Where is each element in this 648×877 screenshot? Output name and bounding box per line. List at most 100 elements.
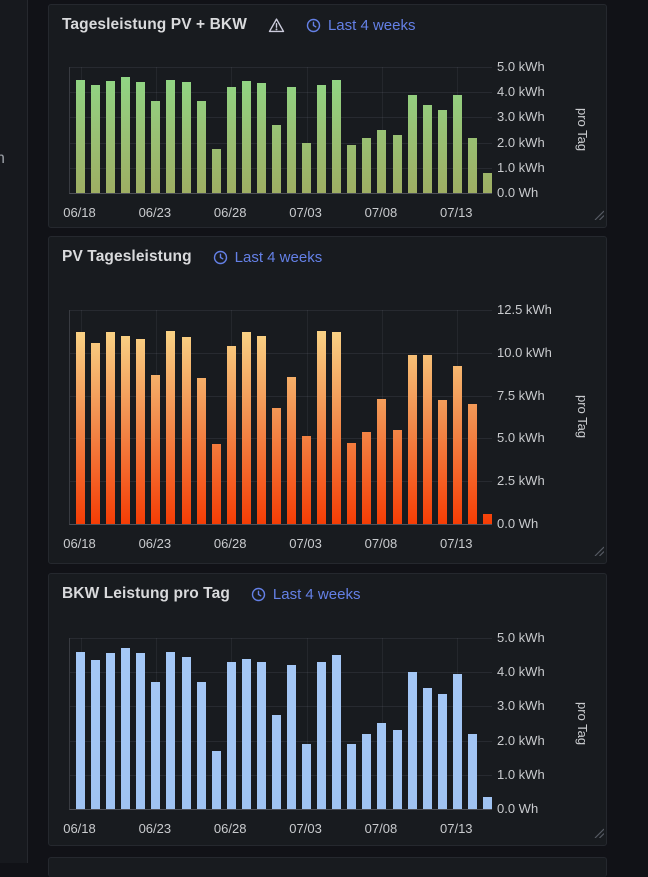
warning-icon[interactable] [268, 17, 285, 34]
next-panel-partial [48, 857, 607, 877]
bar [226, 87, 236, 193]
bar [287, 87, 296, 193]
bar [151, 375, 161, 524]
panel-title[interactable]: PV Tagesleistung [62, 248, 192, 265]
bar [407, 672, 417, 809]
bar [76, 80, 85, 193]
x-tick-label: 07/03 [289, 536, 322, 551]
x-tick-label: 06/28 [213, 821, 247, 836]
bar [467, 404, 477, 524]
bar [422, 688, 432, 809]
bar [91, 85, 101, 193]
bar [226, 662, 236, 809]
gridline [70, 774, 492, 776]
y-tick-label: 12.5 kWh [497, 302, 552, 317]
y-tick-label: 5.0 kWh [497, 59, 545, 74]
y-tick-label: 10.0 kWh [497, 344, 552, 360]
gridline [70, 117, 492, 119]
panel-header[interactable]: PV Tagesleistung Last 4 weeks [49, 237, 606, 277]
bar [482, 797, 492, 809]
bar [392, 135, 402, 193]
panel-resize-handle[interactable] [593, 207, 605, 225]
y-tick-label: 5.0 kWh [497, 430, 545, 446]
panel-title[interactable]: Tagesleistung PV + BKW [62, 16, 247, 33]
bar [76, 332, 85, 524]
gridline [306, 638, 308, 809]
bar [317, 331, 327, 524]
bar [256, 662, 266, 809]
time-range-button[interactable]: Last 4 weeks [251, 585, 361, 603]
y-tick-label: 2.0 kWh [497, 134, 545, 150]
bar [317, 85, 327, 193]
plot-area [69, 638, 492, 810]
gridline [70, 167, 492, 169]
bar [407, 95, 417, 193]
x-tick-label: 07/03 [289, 205, 322, 220]
bar [121, 648, 131, 809]
time-range-label: Last 4 weeks [272, 585, 361, 603]
bar [467, 734, 477, 809]
gridline [70, 92, 492, 94]
bar [392, 430, 402, 524]
x-tick-label: 06/18 [63, 536, 96, 551]
x-tick-label: 06/28 [213, 536, 247, 551]
bar [241, 659, 251, 809]
panel-bkw-leistung-pro-tag: BKW Leistung pro Tag Last 4 weeks 5.0 kW… [48, 573, 607, 846]
bar [407, 355, 417, 524]
bar [151, 101, 161, 193]
time-range-label: Last 4 weeks [234, 248, 323, 266]
y-axis-title: pro Tag [575, 108, 590, 152]
clock-icon [213, 250, 227, 264]
x-tick-label: 07/08 [364, 205, 398, 220]
bar [121, 336, 131, 524]
gridline [306, 67, 308, 193]
bar [317, 662, 327, 809]
time-range-button[interactable]: Last 4 weeks [306, 17, 415, 34]
y-tick-label: 1.0 kWh [497, 766, 545, 782]
bar [422, 355, 432, 524]
x-tick-label: 06/28 [213, 205, 247, 220]
bar [106, 653, 116, 809]
panel-header[interactable]: BKW Leistung pro Tag Last 4 weeks [49, 574, 606, 614]
bar [196, 101, 206, 193]
bar [332, 655, 342, 809]
bar [106, 332, 116, 524]
bar [271, 408, 281, 524]
gridline [70, 740, 492, 742]
bar [362, 138, 372, 193]
bar [211, 751, 221, 809]
panel-resize-handle[interactable] [593, 543, 605, 561]
bar [377, 723, 387, 809]
y-tick-label: 1.0 kWh [497, 159, 545, 175]
time-range-button[interactable]: Last 4 weeks [213, 248, 323, 266]
y-tick-label: 0.0 Wh [497, 185, 539, 200]
y-tick-label: 5.0 kWh [497, 630, 545, 645]
x-tick-label: 07/13 [440, 536, 473, 551]
y-tick-label: 0.0 Wh [497, 516, 539, 531]
panel-tagesleistung-pv-bkw: Tagesleistung PV + BKW Last 4 weeks 5.0 … [48, 4, 607, 228]
bar [467, 138, 477, 193]
bar [196, 682, 206, 809]
x-tick-label: 06/23 [138, 536, 172, 551]
y-tick-label: 7.5 kWh [497, 387, 545, 403]
bar [181, 337, 191, 524]
panel-header[interactable]: Tagesleistung PV + BKW Last 4 weeks [49, 5, 606, 45]
bar [452, 95, 462, 193]
bar [211, 444, 221, 524]
bar [392, 730, 402, 809]
x-tick-label: 06/23 [138, 205, 172, 220]
panel-pv-tagesleistung: PV Tagesleistung Last 4 weeks 12.5 kWh 10… [48, 236, 607, 564]
gridline [70, 438, 492, 440]
panel-resize-handle[interactable] [593, 825, 605, 843]
bar [256, 83, 266, 193]
bar [166, 652, 176, 809]
gridline [70, 638, 492, 639]
panel-title[interactable]: BKW Leistung pro Tag [62, 585, 230, 602]
x-tick-label: 07/08 [364, 536, 398, 551]
bar [91, 660, 101, 809]
clock-icon [251, 587, 266, 601]
gridline [70, 142, 492, 144]
bar [347, 443, 357, 524]
bar [302, 436, 312, 524]
bar [362, 734, 372, 809]
